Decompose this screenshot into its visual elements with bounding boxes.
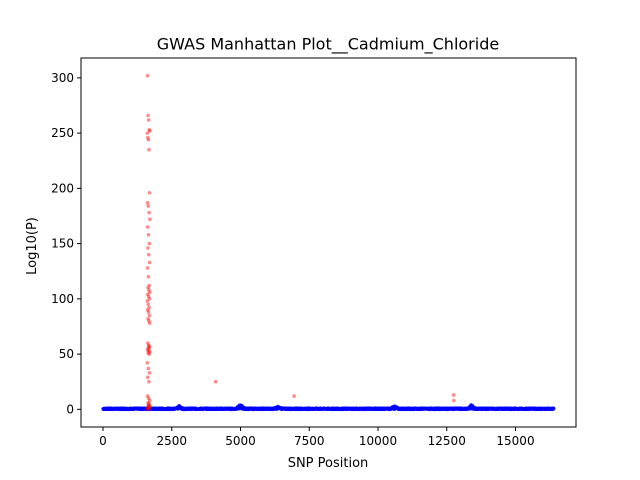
y-tick-label: 150 bbox=[51, 237, 74, 251]
significant-point bbox=[145, 225, 150, 229]
significant-point bbox=[147, 190, 152, 195]
significant-point bbox=[147, 313, 152, 318]
significant-point bbox=[146, 403, 151, 407]
y-tick-label: 100 bbox=[51, 292, 74, 306]
significant-point bbox=[146, 375, 150, 380]
x-tick-label: 10000 bbox=[359, 434, 397, 448]
y-tick-label: 250 bbox=[51, 126, 74, 140]
significant-point bbox=[146, 294, 151, 299]
significant-point bbox=[146, 351, 150, 355]
significant-point bbox=[146, 113, 150, 118]
significant-point bbox=[147, 147, 151, 152]
significant-point bbox=[146, 286, 150, 290]
y-tick-label: 300 bbox=[51, 71, 74, 85]
significant-point bbox=[147, 404, 152, 408]
significant-point bbox=[145, 299, 150, 303]
significant-point bbox=[147, 305, 151, 310]
significant-point bbox=[146, 118, 151, 122]
chart-title: GWAS Manhattan Plot__Cadmium_Chloride bbox=[157, 35, 499, 55]
significant-point bbox=[147, 371, 152, 375]
baseline-point bbox=[552, 406, 556, 411]
x-tick-label: 0 bbox=[99, 434, 107, 448]
significant-point bbox=[147, 288, 151, 292]
x-tick-label: 12500 bbox=[428, 434, 466, 448]
significant-point bbox=[148, 217, 152, 222]
significant-point bbox=[452, 398, 456, 403]
significant-point bbox=[146, 406, 150, 411]
significant-point bbox=[147, 379, 151, 384]
significant-point bbox=[147, 319, 151, 323]
significant-point bbox=[145, 308, 150, 312]
significant-point bbox=[147, 260, 152, 265]
significant-point bbox=[146, 232, 151, 237]
significant-point bbox=[147, 297, 152, 301]
significant-point bbox=[292, 394, 296, 398]
y-tick-label: 0 bbox=[66, 402, 74, 416]
significant-point bbox=[146, 302, 151, 307]
y-tick-label: 200 bbox=[51, 181, 74, 195]
significant-point bbox=[146, 348, 151, 353]
significant-point bbox=[146, 292, 150, 297]
significant-point bbox=[146, 404, 151, 408]
significant-point bbox=[147, 406, 151, 411]
y-axis-label: Log10(P) bbox=[25, 217, 40, 275]
significant-point bbox=[145, 131, 150, 135]
significant-point bbox=[147, 352, 151, 356]
x-axis-label: SNP Position bbox=[288, 456, 369, 471]
significant-point bbox=[146, 204, 151, 208]
significant-point bbox=[146, 252, 151, 257]
significant-point bbox=[147, 290, 152, 295]
significant-point bbox=[146, 274, 151, 279]
significant-point bbox=[146, 137, 151, 142]
significant-point bbox=[145, 266, 150, 270]
significant-point bbox=[145, 347, 150, 352]
significant-point bbox=[145, 394, 150, 398]
significant-point bbox=[146, 341, 150, 345]
significant-point bbox=[147, 344, 152, 349]
significant-point bbox=[146, 400, 150, 405]
significant-point bbox=[146, 316, 150, 321]
significant-point bbox=[147, 241, 152, 246]
plot-area bbox=[101, 73, 556, 412]
significant-point bbox=[146, 246, 150, 250]
x-tick-label: 15000 bbox=[496, 434, 534, 448]
significant-point bbox=[147, 398, 152, 403]
significant-point bbox=[146, 345, 151, 350]
significant-point bbox=[146, 366, 151, 371]
x-tick-label: 5000 bbox=[225, 434, 256, 448]
significant-point bbox=[146, 396, 151, 401]
significant-point bbox=[145, 407, 150, 412]
significant-point bbox=[147, 210, 151, 215]
significant-point bbox=[147, 129, 152, 133]
significant-point bbox=[213, 379, 218, 384]
significant-point bbox=[451, 393, 456, 397]
significant-point bbox=[145, 361, 150, 365]
y-tick-label: 50 bbox=[59, 347, 74, 361]
significant-point bbox=[147, 128, 151, 132]
x-tick-label: 7500 bbox=[294, 434, 325, 448]
significant-point bbox=[147, 283, 151, 288]
significant-point bbox=[147, 346, 151, 351]
axes-ticks: 0 2500 5000 7500 10000 12500 15000 0 50 100 150 200… bbox=[51, 71, 535, 448]
significant-point bbox=[146, 343, 151, 348]
significant-point bbox=[147, 321, 152, 325]
significant-point bbox=[146, 310, 151, 314]
significant-point bbox=[145, 73, 150, 78]
significant-point bbox=[145, 200, 150, 205]
x-tick-label: 2500 bbox=[156, 434, 187, 448]
significant-point bbox=[147, 405, 152, 409]
axes-frame bbox=[80, 57, 577, 428]
significant-point bbox=[147, 402, 151, 406]
significant-point bbox=[146, 405, 150, 409]
significant-point bbox=[147, 350, 152, 354]
significant-point bbox=[146, 135, 150, 140]
